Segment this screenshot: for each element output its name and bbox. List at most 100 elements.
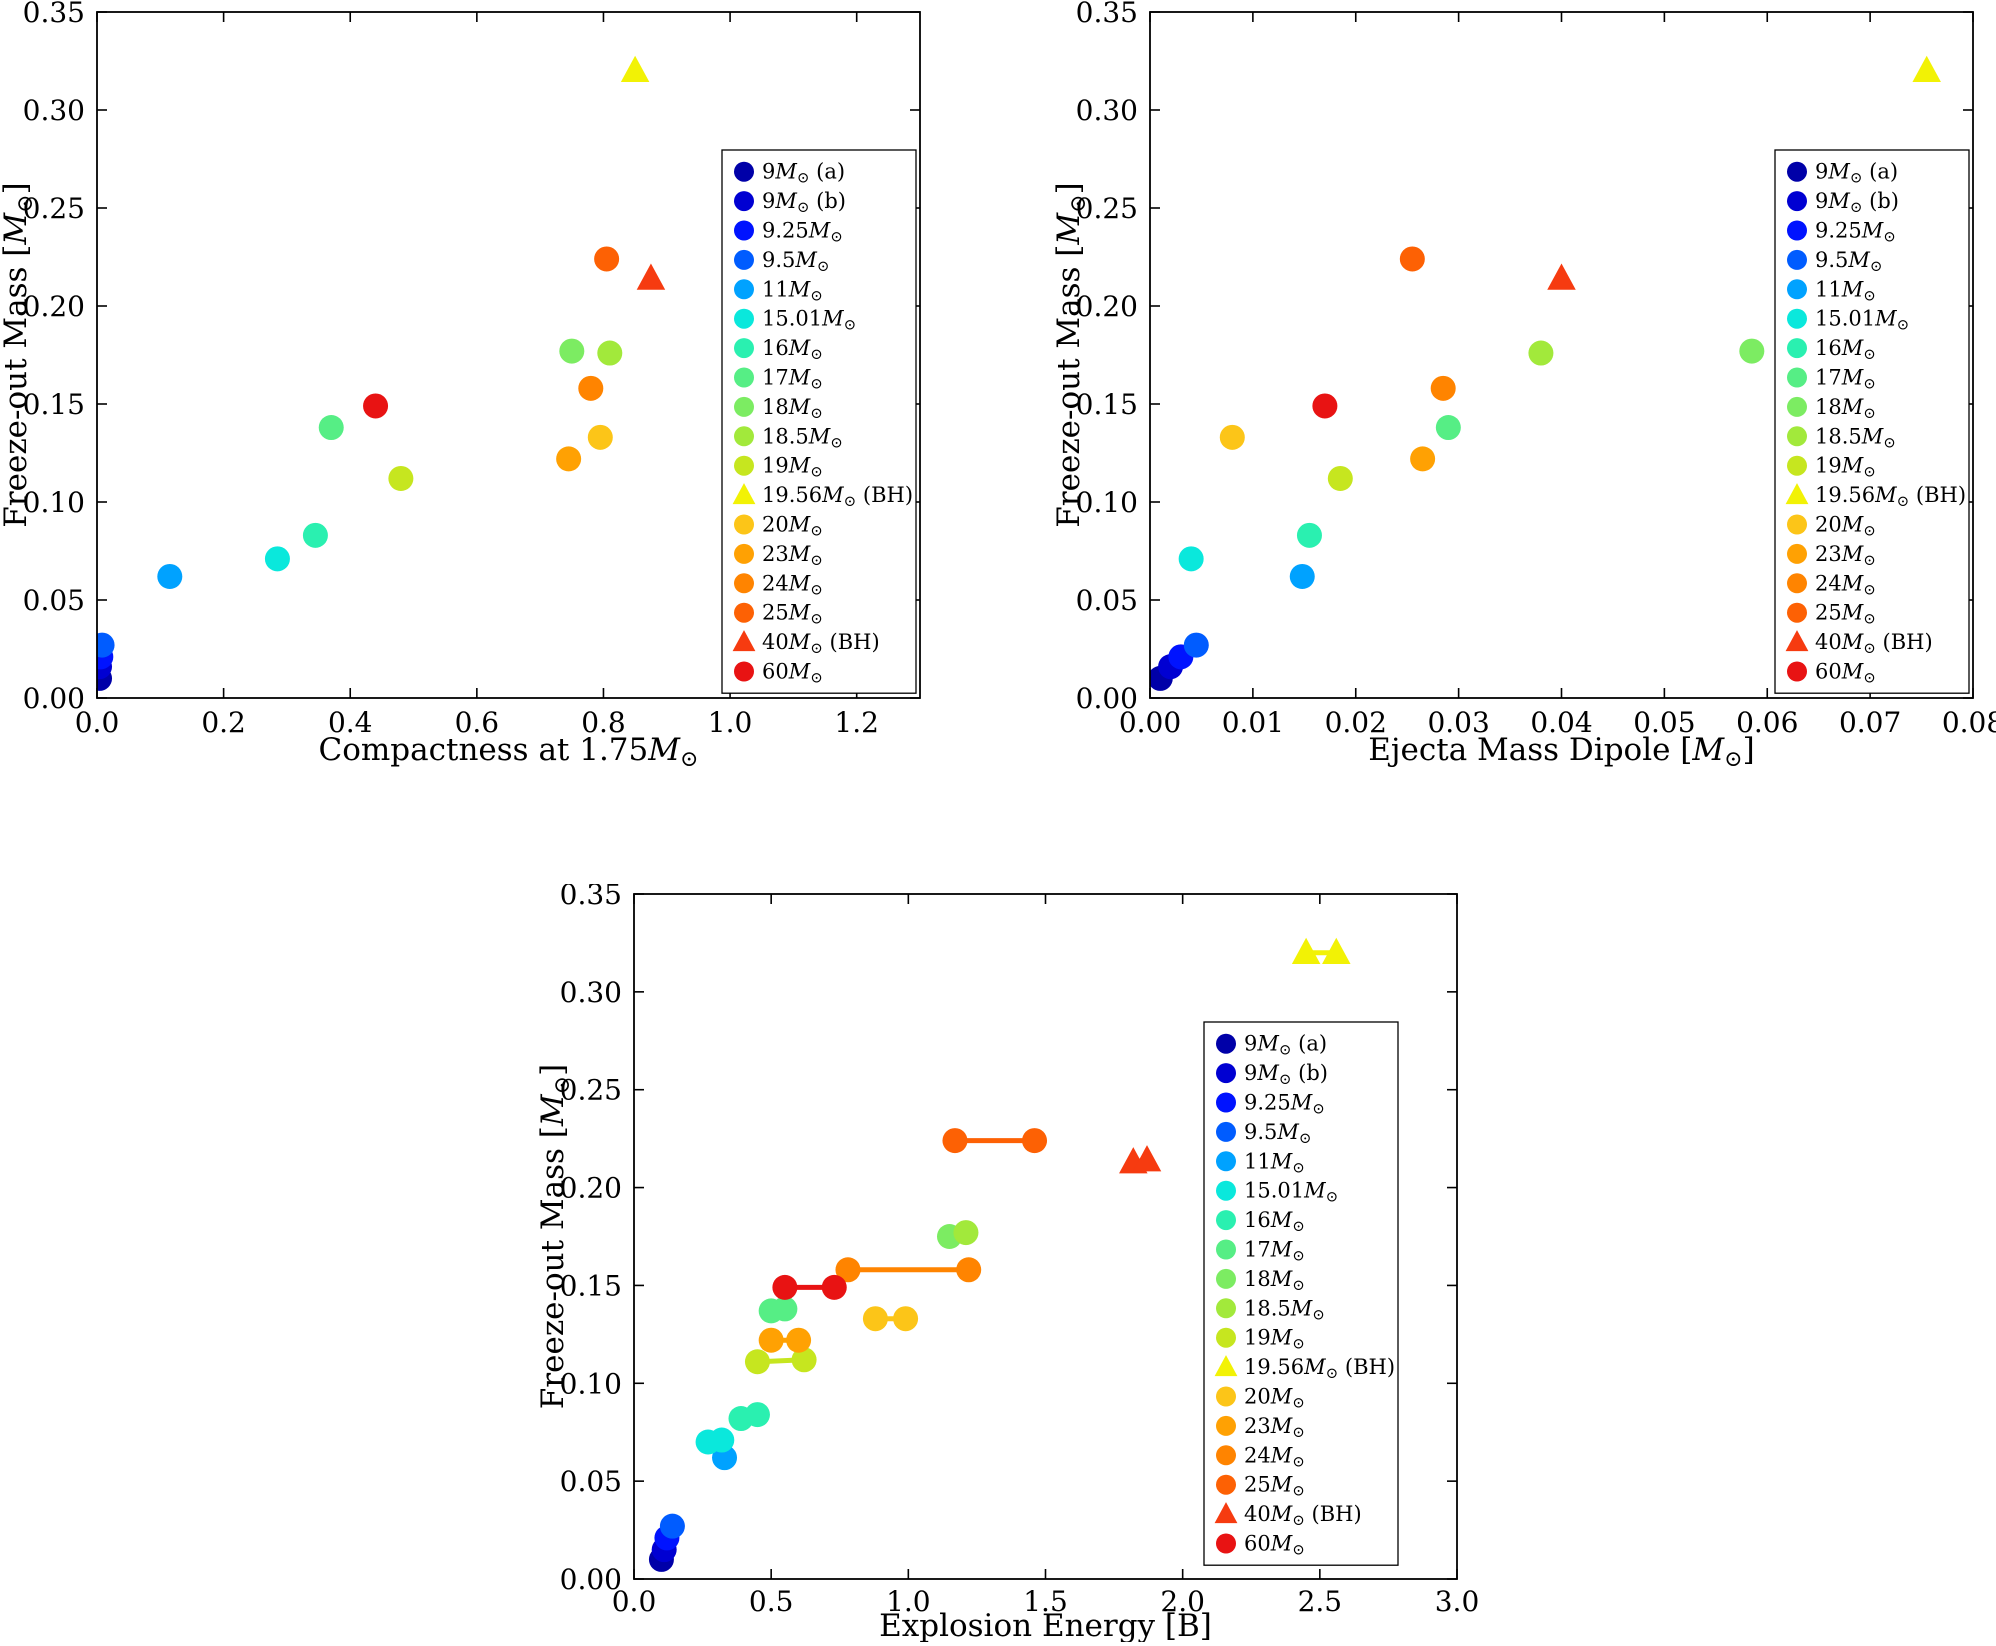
data-point-circle bbox=[786, 1327, 812, 1353]
legend-label: 17M⊙ bbox=[762, 366, 823, 393]
legend-label: 24M⊙ bbox=[762, 571, 823, 598]
legend-label: 20M⊙ bbox=[1815, 513, 1876, 540]
legend-label: 25M⊙ bbox=[762, 601, 823, 628]
legend-label: 18.5M⊙ bbox=[1815, 424, 1896, 451]
data-point-circle bbox=[1216, 1063, 1236, 1084]
data-point-circle bbox=[1216, 1445, 1236, 1466]
data-point-circle bbox=[659, 1513, 685, 1539]
data-point-triangle bbox=[1291, 937, 1321, 964]
legend-label: 16M⊙ bbox=[762, 336, 823, 363]
data-point-circle bbox=[744, 1349, 770, 1375]
data-point-circle bbox=[1178, 546, 1204, 572]
legend-label: 9M⊙ (b) bbox=[1815, 189, 1899, 216]
x-tick-label: 0.0 bbox=[612, 1585, 657, 1618]
legend-label: 9M⊙ (b) bbox=[762, 189, 846, 216]
legend-label: 9.25M⊙ bbox=[762, 219, 843, 246]
legend-label: 23M⊙ bbox=[762, 542, 823, 569]
x-tick-label: 2.5 bbox=[1298, 1585, 1343, 1618]
legend-label: 9M⊙ (a) bbox=[762, 160, 845, 187]
chart-canvas: 0.0 0.5 1.0 1.5 2.0 2.5 3.0 0.00 0.05 0.10 0.15 0.2… bbox=[535, 878, 1479, 1644]
y-tick-label: 0.10 bbox=[560, 1367, 622, 1400]
x-tick-label: 0.03 bbox=[1427, 706, 1489, 739]
y-tick-label: 0.25 bbox=[23, 192, 85, 225]
legend-label: 15.01M⊙ bbox=[1815, 307, 1909, 334]
y-tick-label: 0.20 bbox=[560, 1172, 622, 1205]
data-point-circle bbox=[1216, 1033, 1236, 1054]
data-point-circle bbox=[734, 602, 754, 623]
y-tick-label: 0.30 bbox=[560, 976, 622, 1009]
x-tick-label: 0.6 bbox=[455, 706, 500, 739]
data-point-triangle bbox=[620, 55, 650, 83]
data-point-circle bbox=[734, 543, 754, 564]
legend-label: 18M⊙ bbox=[1815, 395, 1876, 422]
data-point-circle bbox=[1787, 396, 1807, 417]
data-point-circle bbox=[734, 249, 754, 270]
y-tick-label: 0.00 bbox=[23, 682, 85, 715]
y-axis-label: Freeze-out Mass [M⊙] bbox=[0, 182, 38, 527]
data-point-circle bbox=[1787, 543, 1807, 564]
y-tick-label: 0.30 bbox=[23, 94, 85, 127]
x-tick-label: 0.8 bbox=[581, 706, 626, 739]
data-point-triangle bbox=[1132, 1145, 1162, 1172]
data-point-circle bbox=[734, 161, 754, 182]
legend-label: 60M⊙ bbox=[1815, 660, 1876, 687]
data-point-circle bbox=[1430, 375, 1456, 401]
legend-label: 19.56M⊙ (BH) bbox=[1815, 483, 1966, 510]
y-axis-label: Freeze-out Mass [M⊙] bbox=[537, 1064, 575, 1409]
data-point-circle bbox=[1787, 308, 1807, 329]
legend-box bbox=[1203, 1021, 1399, 1566]
legend-label: 24M⊙ bbox=[1244, 1443, 1305, 1470]
y-tick-label: 0.35 bbox=[23, 0, 85, 29]
plot-area bbox=[1149, 55, 1941, 691]
y-tick-label: 0.05 bbox=[23, 584, 85, 617]
y-tick-label: 0.25 bbox=[560, 1074, 622, 1107]
data-point-circle bbox=[1787, 279, 1807, 300]
legend-label: 11M⊙ bbox=[762, 277, 823, 304]
x-tick-label: 0.05 bbox=[1633, 706, 1695, 739]
data-point-circle bbox=[772, 1274, 798, 1300]
y-tick-label: 0.15 bbox=[560, 1269, 622, 1302]
plot-border bbox=[633, 893, 1458, 1580]
data-point-circle bbox=[1787, 367, 1807, 388]
legend-label: 25M⊙ bbox=[1815, 601, 1876, 628]
data-point-circle bbox=[264, 546, 290, 572]
x-tick-label: 0.2 bbox=[201, 706, 246, 739]
data-point-circle bbox=[734, 661, 754, 682]
x-tick-label: 2.0 bbox=[1160, 1585, 1205, 1618]
data-point-circle bbox=[388, 465, 414, 491]
chart-canvas: 0.0 0.2 0.4 0.6 0.8 1.0 1.2 0.00 0.05 0.10 0.15 0.2… bbox=[0, 0, 921, 772]
data-point-circle bbox=[1787, 455, 1807, 476]
legend-label: 9M⊙ (b) bbox=[1244, 1061, 1328, 1088]
data-point-circle bbox=[1216, 1151, 1236, 1172]
legend-label: 9M⊙ (a) bbox=[1244, 1032, 1327, 1059]
y-tick-label: 0.35 bbox=[560, 884, 622, 911]
legend-label: 16M⊙ bbox=[1244, 1208, 1305, 1235]
plot-border bbox=[96, 11, 921, 699]
x-tick-label: 1.0 bbox=[708, 706, 753, 739]
legend-label: 40M⊙ (BH) bbox=[1244, 1502, 1362, 1529]
legend-label: 18.5M⊙ bbox=[762, 424, 843, 451]
legend-label: 9.5M⊙ bbox=[762, 248, 830, 275]
legend-label: 19M⊙ bbox=[762, 454, 823, 481]
legend-label: 23M⊙ bbox=[1815, 542, 1876, 569]
y-tick-label: 0.00 bbox=[560, 1563, 622, 1596]
data-point-triangle bbox=[1785, 630, 1809, 652]
x-axis-label: Ejecta Mass Dipole [M⊙] bbox=[1368, 732, 1754, 772]
data-point-circle bbox=[1410, 446, 1436, 472]
data-point-circle bbox=[302, 522, 328, 548]
legend-label: 40M⊙ (BH) bbox=[762, 630, 880, 657]
data-point-circle bbox=[597, 340, 623, 366]
data-point-circle bbox=[791, 1347, 817, 1373]
data-point-circle bbox=[734, 338, 754, 359]
y-tick-label: 0.15 bbox=[1076, 388, 1138, 421]
y-axis-label: Freeze-out Mass [M⊙] bbox=[1053, 182, 1091, 527]
data-point-circle bbox=[1399, 246, 1425, 272]
data-point-triangle bbox=[732, 630, 756, 652]
plot-area bbox=[96, 55, 666, 691]
chart-canvas: 0.00 0.01 0.02 0.03 0.04 0.05 0.06 0.07 0.08 0.00… bbox=[1051, 0, 1996, 772]
data-point-circle bbox=[1219, 424, 1245, 450]
legend-label: 60M⊙ bbox=[1244, 1532, 1305, 1559]
legend-label: 9.25M⊙ bbox=[1815, 219, 1896, 246]
data-point-circle bbox=[1787, 249, 1807, 270]
data-point-circle bbox=[1289, 563, 1315, 589]
